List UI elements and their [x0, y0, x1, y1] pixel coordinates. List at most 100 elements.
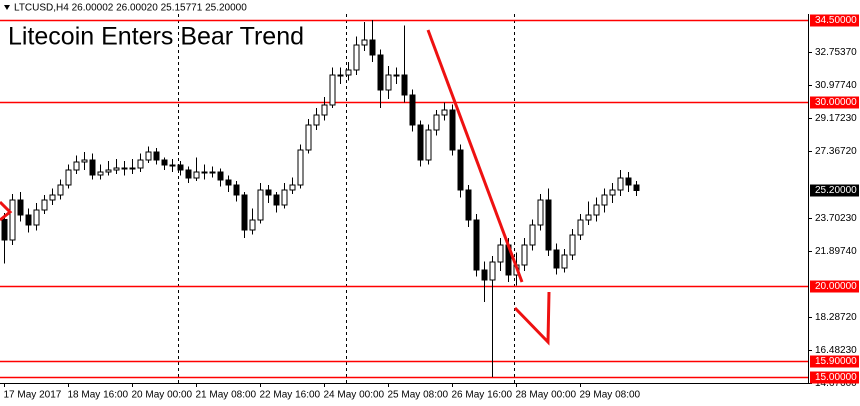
candle-body [305, 124, 312, 151]
candle-body [153, 151, 160, 161]
candle-body [593, 204, 600, 216]
candle-body [137, 159, 144, 169]
x-tick-label: 28 May 00:00 [516, 390, 577, 401]
candle-body [17, 199, 24, 216]
level-label: 30.00000 [815, 97, 857, 108]
chart-title: Litecoin Enters Bear Trend [8, 23, 304, 51]
menu-icon [4, 5, 10, 10]
y-tick-label: 23.70230 [815, 213, 857, 224]
levels [0, 19, 808, 379]
candle-body [481, 269, 488, 281]
arrow-head [513, 291, 551, 346]
candle-body [97, 171, 104, 176]
x-tick-label: 29 May 08:00 [580, 390, 641, 401]
candle-body [377, 54, 384, 91]
candle-body [617, 177, 624, 191]
candle-body [169, 164, 176, 167]
x-tick-label: 21 May 08:00 [196, 390, 257, 401]
y-tick-label: 32.75370 [815, 47, 857, 58]
x-tick-label: 24 May 00:00 [324, 390, 385, 401]
candle-body [113, 167, 120, 171]
candle-body [81, 159, 88, 163]
candle-body [249, 219, 256, 231]
candle-body [553, 249, 560, 269]
last-price-box [810, 184, 859, 197]
candle-body [561, 254, 568, 269]
candle-body [521, 244, 528, 266]
candle-body [465, 189, 472, 221]
y-tick-label: 21.89740 [815, 246, 857, 257]
candle-body [297, 149, 304, 186]
candle-body [57, 184, 64, 196]
x-tick-label: 20 May 00:00 [132, 390, 193, 401]
x-tick-label: 26 May 16:00 [452, 390, 513, 401]
candle-body [393, 74, 400, 77]
candle-body [585, 214, 592, 221]
candle-body [425, 129, 432, 161]
y-tick-label: 18.28720 [815, 312, 857, 323]
candle-body [177, 164, 184, 171]
candle-body [489, 261, 496, 281]
candle-body [473, 219, 480, 271]
candle-body [545, 199, 552, 251]
trend-arrows [0, 29, 551, 346]
level-label: 15.90000 [815, 356, 857, 367]
y-tick-label: 14.67600 [815, 378, 857, 389]
arrow-marker [0, 200, 13, 222]
candle-body [225, 179, 232, 186]
candle-body [49, 194, 56, 201]
candle-body [601, 194, 608, 206]
candle-body [1, 219, 8, 241]
candle-body [625, 177, 632, 186]
candle-body [441, 109, 448, 116]
level-label: 20.00000 [815, 281, 857, 292]
level-label-box [810, 371, 859, 384]
candle-body [609, 189, 616, 196]
candle-body [89, 159, 96, 176]
candle-body [345, 69, 352, 76]
candle-body [569, 234, 576, 256]
candle-body [353, 44, 360, 71]
candle-body [537, 199, 544, 226]
candle-body [209, 171, 216, 174]
level-label-box [810, 280, 859, 293]
level-label: 34.50000 [815, 15, 857, 26]
candle-body [633, 184, 640, 191]
candle-body [433, 114, 440, 131]
candle-body [409, 94, 416, 126]
x-tick-label: 17 May 2017 [4, 390, 62, 401]
candle-body [201, 171, 208, 174]
candle-body [449, 109, 456, 151]
candle-body [161, 159, 168, 166]
candle-body [257, 189, 264, 221]
y-tick-label: 30.97740 [815, 80, 857, 91]
candle-body [577, 219, 584, 236]
candle-body [329, 74, 336, 106]
period-separators [178, 14, 515, 383]
candle-body [41, 199, 48, 211]
x-tick-label: 22 May 16:00 [260, 390, 321, 401]
candle-body [217, 171, 224, 181]
candle-body [401, 74, 408, 96]
header: LTCUSD,H4 26.00002 26.00020 25.15771 25.… [14, 3, 247, 14]
candles [1, 20, 640, 378]
candle-body [281, 189, 288, 206]
level-label-box [810, 96, 859, 109]
level-label-box [810, 14, 859, 27]
candle-body [65, 169, 72, 186]
candle-body [321, 104, 328, 116]
candle-body [33, 209, 40, 226]
candle-body [9, 199, 16, 241]
candle-body [361, 39, 368, 46]
candle-body [529, 224, 536, 246]
candle-body [369, 39, 376, 56]
candle-body [145, 151, 152, 161]
candle-body [193, 171, 200, 179]
last-price-label: 25.20000 [815, 185, 857, 196]
candle-body [121, 167, 128, 170]
candle-body [105, 169, 112, 173]
axis: 14.67600 16.48230 18.28720 21.89740 23.70230… [4, 14, 859, 401]
candle-body [417, 124, 424, 161]
level-label: 15.00000 [815, 372, 857, 383]
